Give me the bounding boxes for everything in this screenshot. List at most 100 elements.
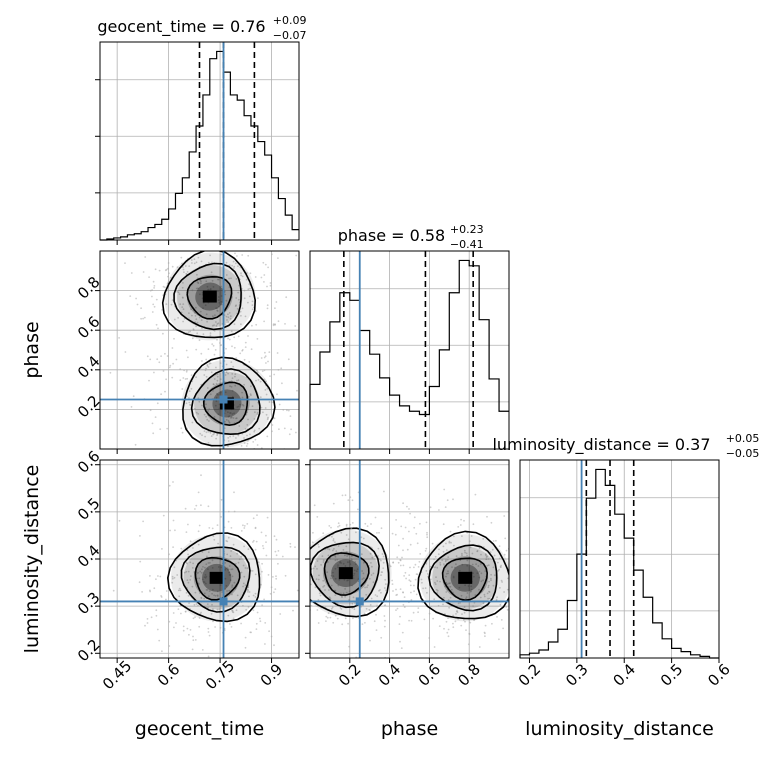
sample-point: [259, 620, 262, 623]
sample-point: [447, 628, 450, 631]
sample-point: [372, 572, 375, 575]
sample-point: [346, 579, 348, 582]
sample-point: [261, 570, 263, 573]
sample-point: [139, 560, 142, 563]
sample-point: [219, 382, 222, 385]
sample-point: [479, 563, 482, 565]
sample-point: [160, 596, 163, 598]
sample-point: [225, 347, 227, 350]
sample-point: [255, 540, 258, 543]
sample-point: [210, 612, 213, 615]
sample-point: [142, 271, 145, 273]
sample-point: [151, 311, 154, 313]
sample-point: [212, 608, 214, 611]
sample-point: [236, 552, 239, 555]
sample-point: [498, 638, 500, 641]
sample-point: [339, 607, 342, 609]
sample-point: [259, 396, 262, 399]
sample-point: [426, 536, 429, 539]
sample-point: [518, 563, 520, 565]
sample-point: [220, 516, 223, 518]
sample-point: [468, 540, 471, 543]
sample-point: [109, 371, 112, 374]
sample-point: [193, 258, 196, 260]
sample-point: [149, 289, 152, 292]
sample-point: [217, 393, 219, 396]
sample-point: [482, 538, 485, 540]
sample-point: [165, 378, 168, 381]
sample-point: [345, 551, 348, 553]
sample-point: [155, 323, 158, 326]
sample-point: [211, 527, 214, 530]
sample-point: [409, 543, 412, 546]
sample-point: [404, 526, 407, 529]
sample-point: [244, 346, 247, 348]
sample-point: [260, 531, 263, 534]
sample-point: [331, 661, 333, 663]
sample-point: [156, 628, 159, 631]
sample-point: [199, 612, 202, 615]
sample-point: [235, 417, 237, 420]
sample-point: [408, 508, 410, 510]
sample-point: [402, 502, 404, 505]
sample-point: [334, 594, 337, 596]
sample-point: [328, 525, 331, 527]
sample-point: [493, 574, 496, 577]
sample-point: [204, 582, 207, 585]
sample-point: [275, 577, 278, 580]
x-axis-label: luminosity_distance: [525, 718, 714, 740]
sample-point: [384, 604, 387, 606]
sample-point: [198, 316, 201, 319]
sample-point: [252, 541, 254, 543]
sample-point: [153, 587, 156, 590]
sample-point: [168, 272, 170, 275]
sample-point: [244, 461, 246, 463]
sample-point: [148, 379, 150, 382]
sample-point: [182, 303, 185, 305]
sample-point: [275, 554, 278, 557]
sample-point: [268, 566, 270, 568]
sample-point: [226, 590, 229, 592]
sample-point: [211, 603, 213, 606]
sample-point: [255, 628, 258, 630]
density-peak: [209, 571, 224, 584]
density-content: [254, 488, 520, 663]
sample-point: [204, 369, 207, 372]
sample-point: [266, 387, 269, 390]
sample-point: [199, 570, 202, 573]
sample-point: [466, 592, 469, 594]
sample-point: [205, 367, 207, 370]
sample-point: [266, 418, 269, 421]
sample-point: [216, 310, 219, 312]
sample-point: [240, 274, 243, 277]
sample-point: [403, 575, 405, 577]
sample-point: [275, 575, 277, 578]
sample-point: [295, 431, 297, 434]
sample-point: [188, 312, 190, 314]
sample-point: [254, 534, 256, 536]
sample-point: [240, 323, 242, 326]
sample-point: [239, 352, 242, 355]
sample-point: [151, 422, 154, 425]
sample-point: [215, 382, 218, 385]
sample-point: [232, 365, 235, 368]
sample-point: [200, 571, 203, 574]
sample-point: [336, 617, 339, 620]
sample-point: [250, 348, 253, 351]
sample-point: [512, 520, 514, 522]
sample-point: [410, 619, 413, 622]
sample-point: [368, 608, 371, 611]
sample-point: [132, 395, 135, 398]
sample-point: [215, 307, 218, 310]
sample-point: [227, 568, 229, 571]
y-tick-label: 0.6: [74, 313, 104, 343]
sample-point: [305, 569, 307, 571]
sample-point: [208, 420, 210, 422]
sample-point: [318, 574, 320, 577]
sample-point: [290, 631, 292, 633]
sample-point: [277, 550, 280, 552]
sample-point: [343, 579, 346, 581]
sample-point: [168, 620, 171, 623]
sample-point: [408, 579, 411, 582]
sample-point: [192, 617, 195, 620]
